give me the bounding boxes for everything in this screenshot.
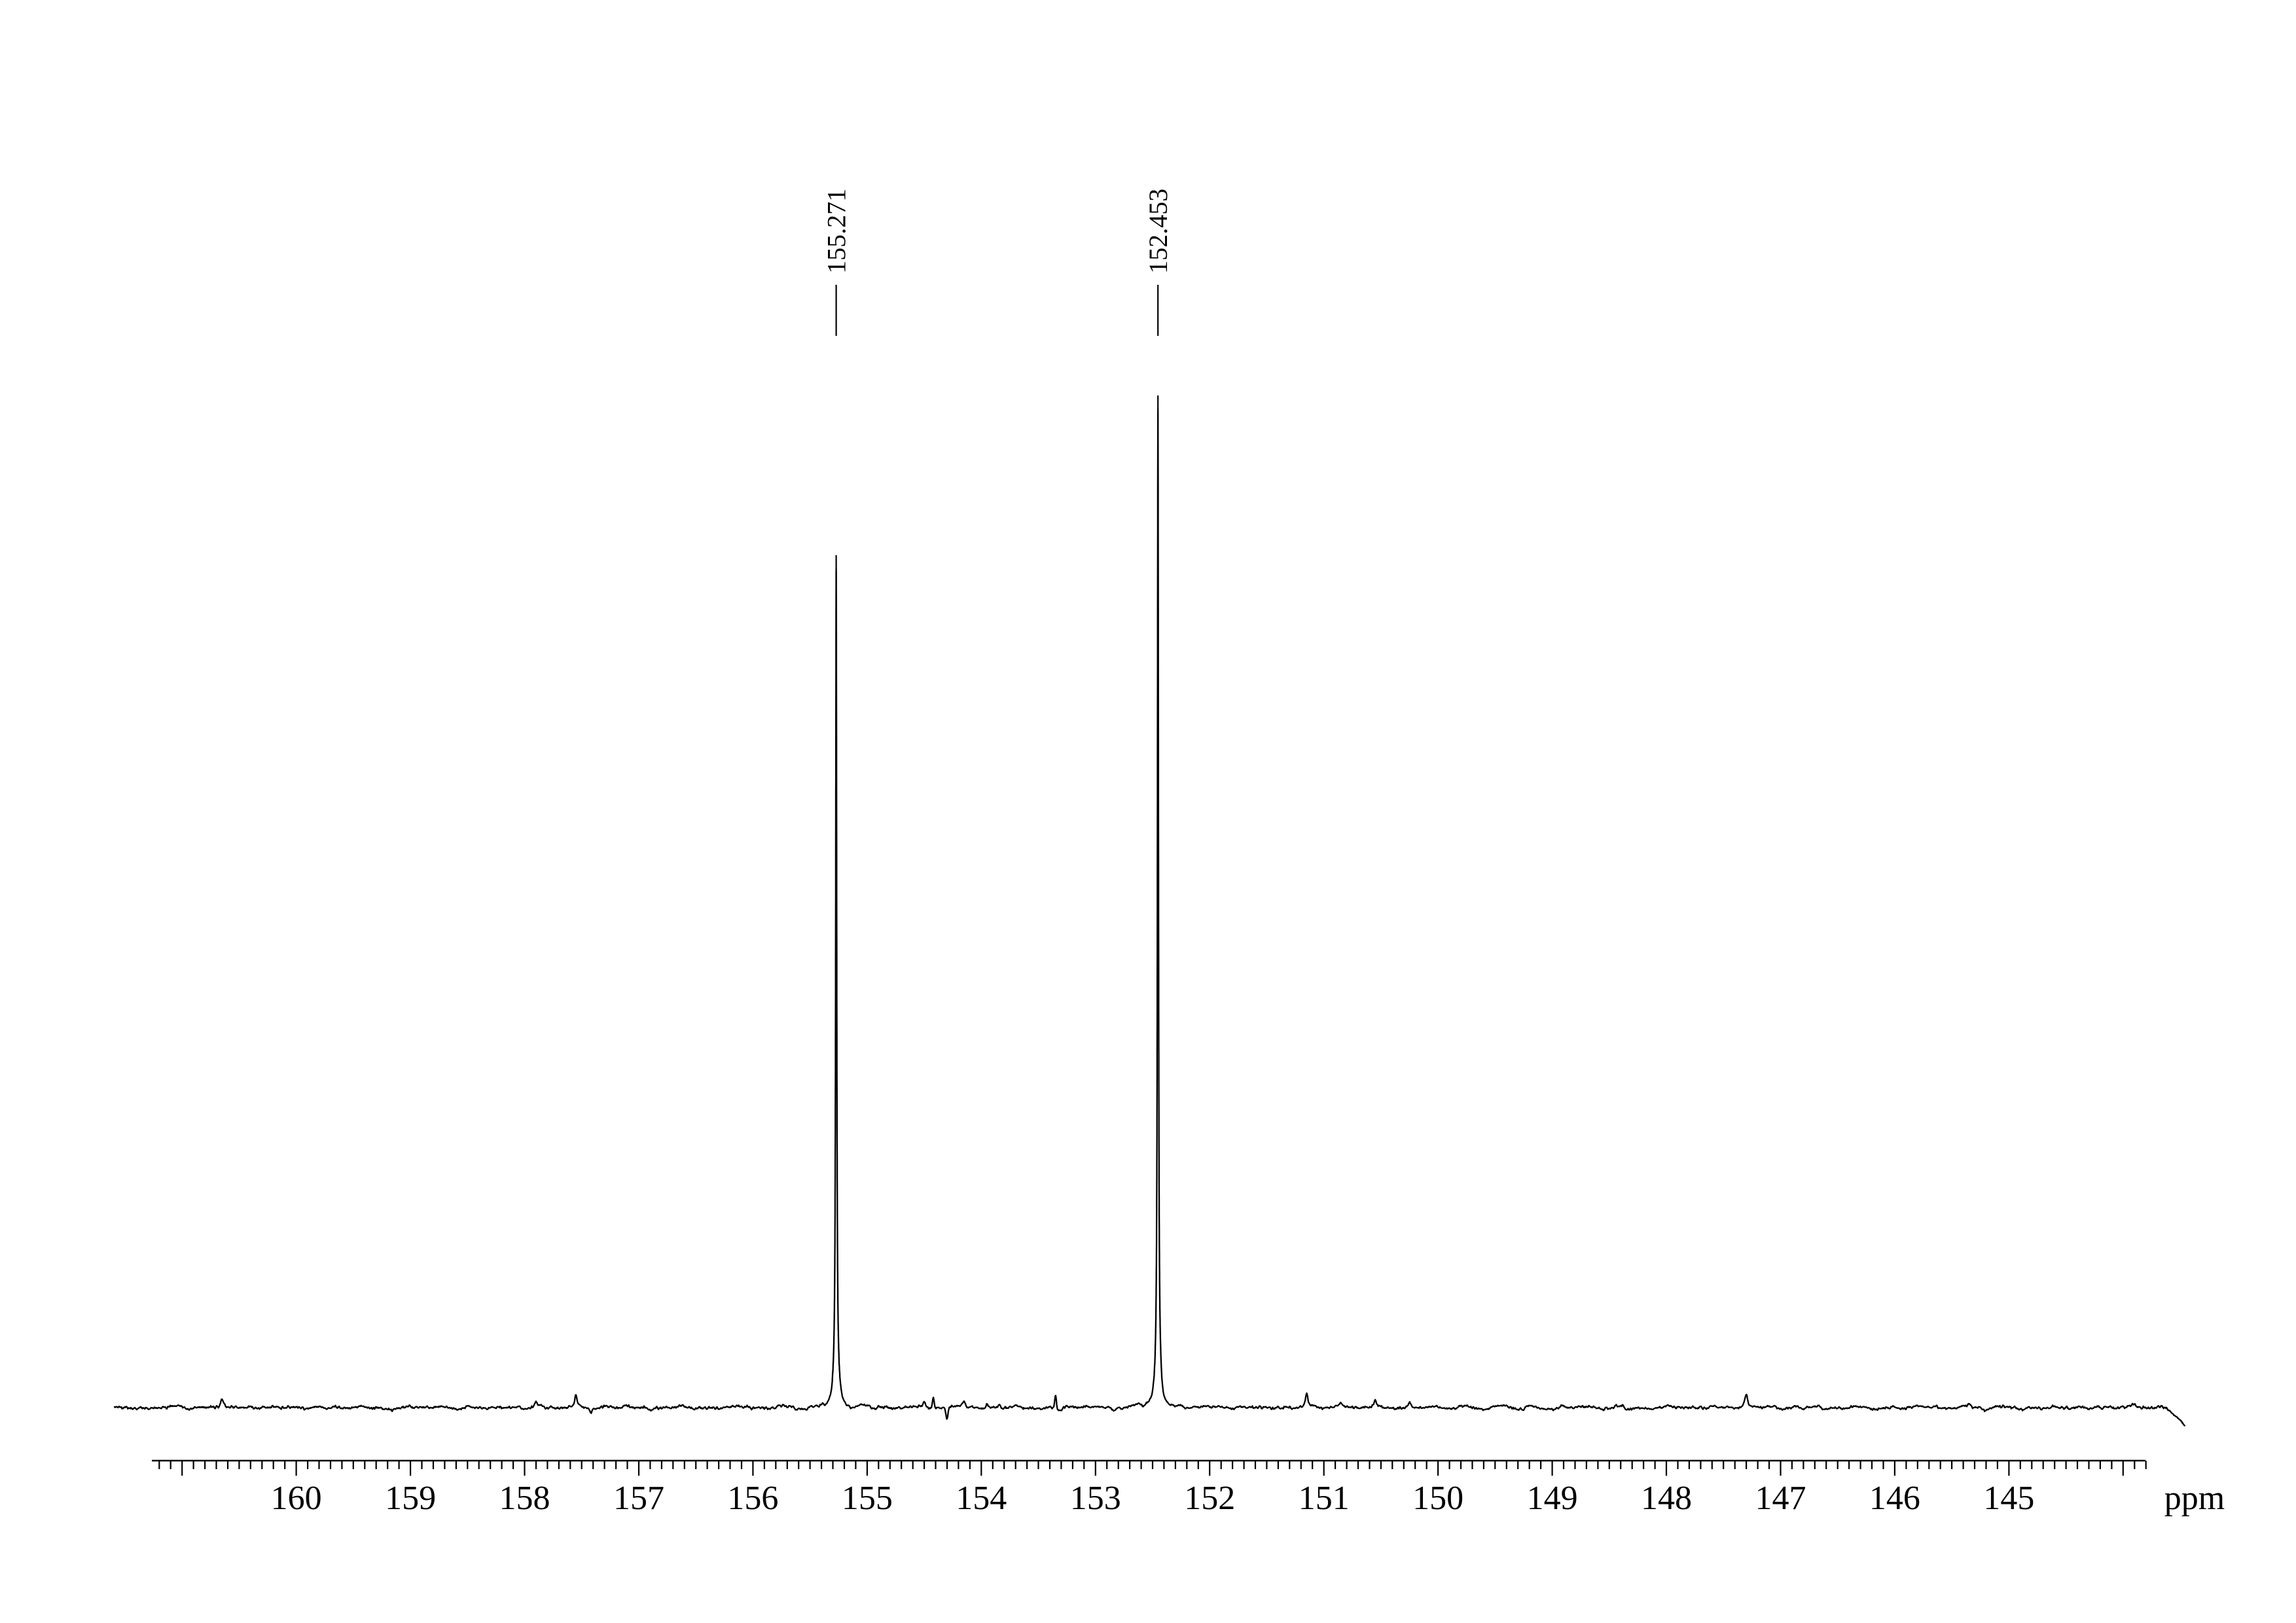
svg-text:ppm: ppm xyxy=(2164,1480,2225,1517)
svg-text:159: 159 xyxy=(385,1480,436,1517)
svg-text:154: 154 xyxy=(956,1480,1007,1517)
svg-text:148: 148 xyxy=(1641,1480,1692,1517)
svg-text:158: 158 xyxy=(499,1480,550,1517)
svg-text:145: 145 xyxy=(1983,1480,2034,1517)
svg-text:160: 160 xyxy=(271,1480,322,1517)
svg-text:147: 147 xyxy=(1755,1480,1806,1517)
svg-text:155.271: 155.271 xyxy=(822,189,852,274)
svg-text:153: 153 xyxy=(1070,1480,1121,1517)
svg-text:150: 150 xyxy=(1412,1480,1463,1517)
svg-text:146: 146 xyxy=(1869,1480,1920,1517)
svg-text:152: 152 xyxy=(1184,1480,1235,1517)
svg-text:155: 155 xyxy=(842,1480,893,1517)
svg-text:156: 156 xyxy=(727,1480,778,1517)
svg-text:152.453: 152.453 xyxy=(1143,189,1173,274)
svg-text:151: 151 xyxy=(1299,1480,1350,1517)
svg-text:149: 149 xyxy=(1527,1480,1578,1517)
svg-text:157: 157 xyxy=(613,1480,664,1517)
